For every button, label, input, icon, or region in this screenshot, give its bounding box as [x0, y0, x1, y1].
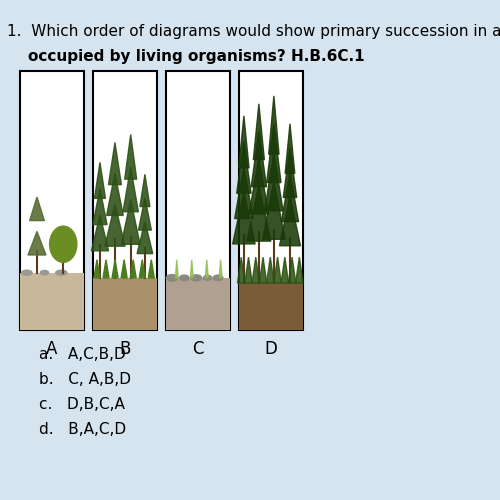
- Polygon shape: [176, 260, 178, 278]
- Bar: [20, 272, 84, 330]
- Polygon shape: [285, 124, 295, 174]
- Polygon shape: [245, 257, 252, 283]
- Text: a.   A,C,B,D: a. A,C,B,D: [39, 347, 126, 362]
- Text: b.   C, A,B,D: b. C, A,B,D: [39, 372, 131, 387]
- Polygon shape: [28, 232, 46, 255]
- Polygon shape: [30, 197, 44, 220]
- Polygon shape: [281, 257, 288, 283]
- Polygon shape: [254, 104, 264, 160]
- Text: c.   D,B,C,A: c. D,B,C,A: [39, 396, 124, 411]
- Polygon shape: [238, 116, 249, 168]
- Bar: [93, 278, 157, 330]
- Polygon shape: [112, 260, 118, 278]
- Text: B: B: [120, 340, 131, 358]
- Ellipse shape: [180, 275, 189, 280]
- Ellipse shape: [191, 275, 202, 281]
- Bar: [166, 71, 230, 330]
- Ellipse shape: [40, 270, 48, 275]
- Polygon shape: [249, 158, 268, 214]
- Bar: [240, 283, 303, 330]
- Polygon shape: [130, 260, 136, 278]
- Polygon shape: [234, 166, 253, 218]
- Polygon shape: [140, 174, 150, 206]
- Circle shape: [50, 226, 77, 262]
- Polygon shape: [123, 167, 138, 212]
- Polygon shape: [236, 141, 251, 193]
- Text: C: C: [192, 340, 204, 358]
- Bar: [93, 71, 157, 330]
- Text: A: A: [46, 340, 58, 358]
- Polygon shape: [266, 124, 281, 182]
- Polygon shape: [282, 172, 298, 222]
- Polygon shape: [274, 257, 281, 283]
- Polygon shape: [108, 142, 122, 184]
- Polygon shape: [219, 260, 222, 278]
- Polygon shape: [122, 200, 140, 244]
- Polygon shape: [137, 222, 153, 254]
- Ellipse shape: [204, 276, 212, 280]
- Polygon shape: [232, 192, 255, 244]
- Text: occupied by living organisms? H.B.6C.1: occupied by living organisms? H.B.6C.1: [7, 48, 364, 64]
- Polygon shape: [94, 162, 106, 198]
- Polygon shape: [266, 257, 274, 283]
- Bar: [166, 278, 230, 330]
- Polygon shape: [94, 260, 100, 278]
- Polygon shape: [262, 181, 285, 240]
- Polygon shape: [92, 215, 108, 251]
- Text: 1.  Which order of diagrams would show primary succession in an: 1. Which order of diagrams would show pr…: [7, 24, 500, 39]
- Bar: [240, 71, 303, 330]
- Polygon shape: [139, 260, 145, 278]
- Polygon shape: [238, 257, 245, 283]
- Polygon shape: [206, 260, 208, 278]
- Ellipse shape: [213, 275, 223, 280]
- Polygon shape: [280, 196, 300, 246]
- Polygon shape: [251, 131, 266, 187]
- Polygon shape: [138, 198, 151, 230]
- Polygon shape: [288, 257, 296, 283]
- Polygon shape: [148, 260, 154, 278]
- Polygon shape: [264, 152, 283, 211]
- Text: D: D: [265, 340, 278, 358]
- Polygon shape: [252, 257, 260, 283]
- Ellipse shape: [166, 274, 177, 281]
- Polygon shape: [247, 186, 271, 241]
- Polygon shape: [93, 188, 107, 224]
- Polygon shape: [268, 96, 279, 154]
- Ellipse shape: [56, 270, 67, 275]
- Polygon shape: [124, 134, 136, 179]
- Bar: [20, 71, 84, 330]
- Polygon shape: [284, 148, 296, 198]
- Polygon shape: [106, 173, 123, 216]
- Polygon shape: [105, 204, 125, 246]
- Polygon shape: [121, 260, 127, 278]
- Polygon shape: [103, 260, 109, 278]
- Polygon shape: [296, 257, 303, 283]
- Ellipse shape: [22, 270, 32, 275]
- Polygon shape: [190, 260, 194, 278]
- Text: d.   B,A,C,D: d. B,A,C,D: [39, 422, 126, 436]
- Polygon shape: [260, 257, 267, 283]
